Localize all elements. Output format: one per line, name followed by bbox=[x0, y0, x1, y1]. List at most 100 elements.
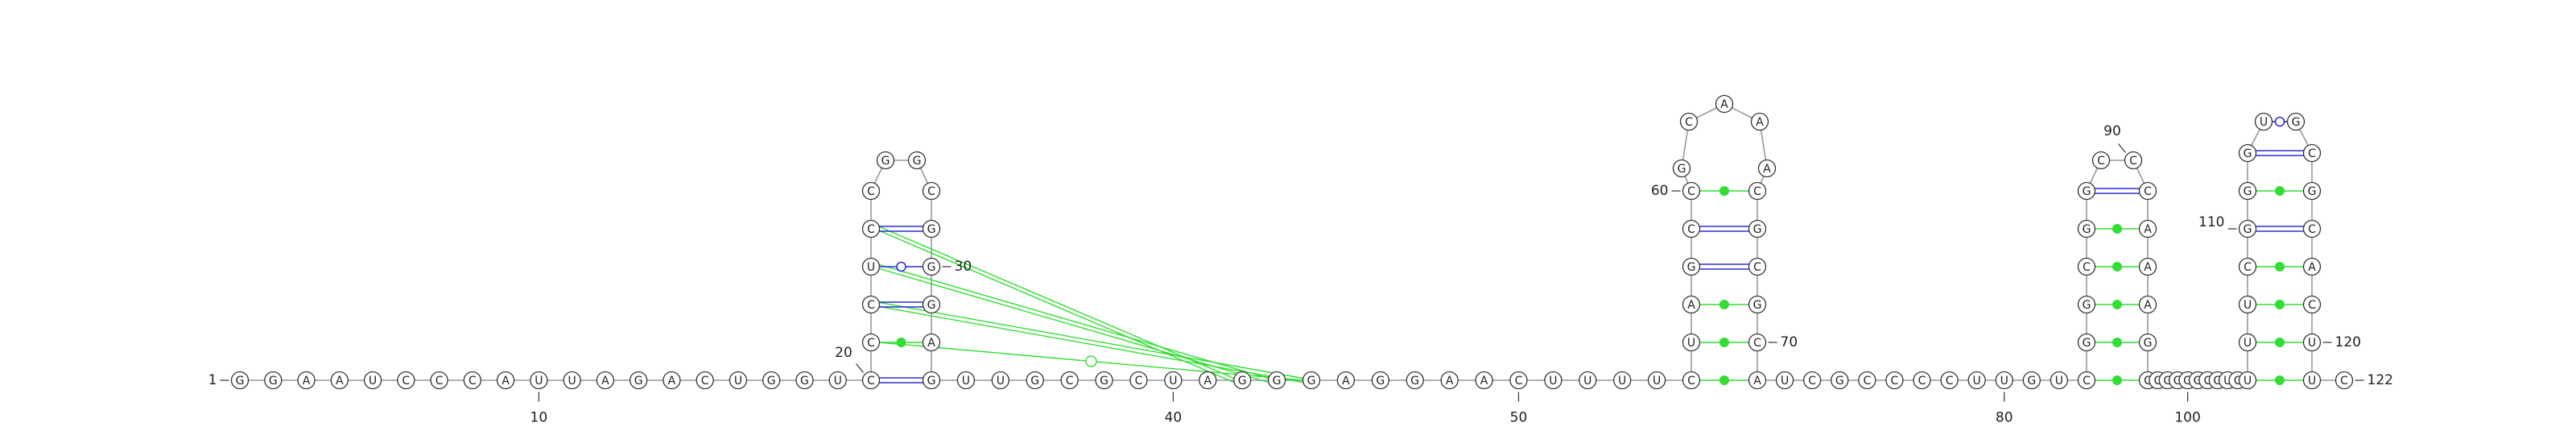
tertiary-link-marker bbox=[1085, 355, 1097, 367]
nucleotide: A bbox=[297, 371, 316, 390]
nucleotide-circle bbox=[1775, 371, 1794, 390]
position-label-text: 90 bbox=[2103, 123, 2121, 139]
nucleotide: C bbox=[1679, 112, 1699, 131]
nucleotide: G bbox=[2286, 112, 2306, 131]
nucleotide-letter: C bbox=[2154, 375, 2162, 388]
nucleotide: C bbox=[463, 371, 481, 390]
position-label-text: 60 bbox=[1651, 183, 1669, 199]
nucleotide: U bbox=[1579, 371, 1597, 390]
nucleotide-circle bbox=[2302, 295, 2322, 314]
nucleotide-letter: U bbox=[1973, 375, 1981, 388]
nucleotide: C bbox=[2077, 257, 2096, 276]
nucleotide: C bbox=[861, 181, 881, 201]
nucleotide-letter: C bbox=[1863, 375, 1871, 388]
nucleotide-circle bbox=[1748, 257, 1767, 276]
nucleotide-letter: U bbox=[2244, 299, 2252, 312]
nucleotide: G bbox=[2077, 181, 2096, 201]
nucleotide-letter: C bbox=[1135, 375, 1143, 388]
nucleotide-letter: G bbox=[2308, 185, 2317, 198]
nucleotide: G bbox=[1682, 257, 1701, 276]
nucleotide-circle bbox=[991, 371, 1009, 390]
nucleotide-circle bbox=[861, 257, 881, 276]
nucleotide: C bbox=[2334, 371, 2354, 390]
nucleotide-circle bbox=[922, 219, 941, 238]
base-pair-noncanonical-marker bbox=[2275, 338, 2285, 347]
nucleotide-letter: A bbox=[2144, 261, 2152, 274]
base-pair-noncanonical-marker bbox=[2275, 262, 2285, 272]
nucleotide-letter: C bbox=[867, 299, 875, 312]
nucleotide: U bbox=[2238, 333, 2257, 352]
nucleotide-circle bbox=[1682, 333, 1701, 352]
nucleotide: U bbox=[2050, 371, 2069, 390]
nucleotide-letter: A bbox=[1203, 375, 1212, 388]
nucleotide-circle bbox=[1748, 219, 1767, 238]
nucleotide: G bbox=[2077, 295, 2096, 314]
nucleotide: U bbox=[1164, 371, 1183, 390]
nucleotide-circle bbox=[2334, 371, 2354, 390]
nucleotide-circle bbox=[861, 371, 881, 390]
nucleotide-letter: A bbox=[1763, 163, 1771, 176]
nucleotide-letter: G bbox=[800, 375, 809, 388]
nucleotide-circle bbox=[1995, 371, 2013, 390]
nucleotide-letter: C bbox=[2234, 375, 2242, 388]
nucleotide-letter: C bbox=[2308, 147, 2316, 160]
nucleotide: C bbox=[861, 219, 881, 238]
nucleotide: A bbox=[1757, 159, 1777, 178]
nucleotide: C bbox=[2077, 371, 2096, 390]
nucleotide: G bbox=[2238, 219, 2257, 238]
nucleotide: A bbox=[2138, 219, 2157, 238]
nucleotide-circle bbox=[861, 181, 881, 201]
position-label: 30 bbox=[942, 259, 972, 275]
nucleotide-circle bbox=[1858, 371, 1876, 390]
position-label-text: 110 bbox=[2198, 214, 2224, 230]
position-label: 70 bbox=[1768, 334, 1798, 350]
nucleotide-circle bbox=[1831, 371, 1849, 390]
nucleotide-letter: C bbox=[1066, 375, 1074, 388]
nucleotide: U bbox=[729, 371, 748, 390]
position-label: 1 bbox=[208, 372, 229, 388]
nucleotide-circle bbox=[1682, 257, 1701, 276]
nucleotide-letter: U bbox=[1653, 375, 1661, 388]
nucleotide: C bbox=[1682, 219, 1701, 238]
base-pair-noncanonical-marker bbox=[2112, 338, 2122, 347]
nucleotide: C bbox=[1060, 371, 1079, 390]
nucleotide-circle bbox=[2138, 295, 2157, 314]
nucleotide: C bbox=[1682, 181, 1701, 201]
nucleotide: C bbox=[1913, 371, 1931, 390]
nucleotide-letter: C bbox=[1753, 337, 1761, 350]
nucleotide-circle bbox=[264, 371, 283, 390]
nucleotide: A bbox=[1748, 371, 1767, 390]
nucleotide-letter: G bbox=[2083, 337, 2091, 350]
position-label-text: 122 bbox=[2368, 372, 2393, 388]
nucleotide-letter: G bbox=[1678, 163, 1686, 176]
nucleotide: G bbox=[2138, 333, 2157, 352]
nucleotide-circle bbox=[1406, 371, 1424, 390]
nucleotide-circle bbox=[2238, 371, 2257, 390]
position-label: 60 bbox=[1651, 183, 1681, 199]
tertiary-link bbox=[879, 263, 1269, 379]
nucleotide-circle bbox=[663, 371, 681, 390]
nucleotide-letter: A bbox=[336, 375, 344, 388]
nucleotide-circle bbox=[1233, 371, 1252, 390]
nucleotide-letter: G bbox=[2027, 375, 2036, 388]
nucleotide-letter: A bbox=[1720, 98, 1728, 111]
nucleotide-circle bbox=[2302, 219, 2322, 238]
position-label-text: 80 bbox=[1996, 410, 2013, 426]
nucleotide-circle bbox=[1682, 219, 1701, 238]
nucleotide-circle bbox=[1164, 371, 1183, 390]
base-pair-noncanonical-marker bbox=[2112, 375, 2122, 385]
nucleotide: U bbox=[1967, 371, 1986, 390]
nucleotide: C bbox=[2302, 143, 2322, 163]
base-pair-noncanonical-marker bbox=[896, 338, 906, 347]
tertiary-link bbox=[879, 226, 1234, 379]
nucleotide: A bbox=[1750, 112, 1769, 131]
nucleotide-letter: G bbox=[2183, 375, 2192, 388]
position-label: 50 bbox=[1510, 392, 1527, 426]
nucleotide-circle bbox=[922, 295, 941, 314]
nucleotide-letter: C bbox=[2083, 375, 2091, 388]
nucleotide-letter: U bbox=[2223, 375, 2231, 388]
nucleotide: G bbox=[1748, 295, 1767, 314]
nucleotide-circle bbox=[1748, 333, 1767, 352]
nucleotide: G bbox=[1095, 371, 1113, 390]
nucleotide-circle bbox=[1672, 159, 1691, 178]
